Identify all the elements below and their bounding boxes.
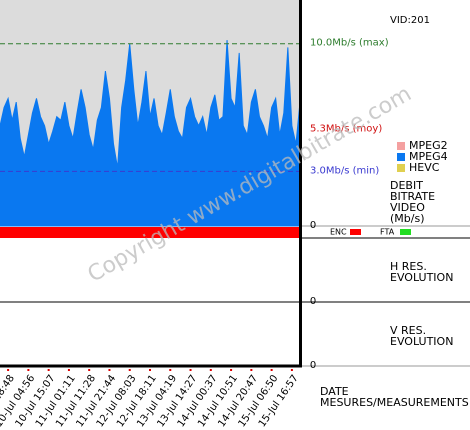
x-tick-mark bbox=[7, 369, 10, 371]
x-tick-mark bbox=[250, 369, 253, 371]
panel-label: V RES. bbox=[390, 324, 426, 337]
y-axis-label: BITRATE bbox=[390, 190, 435, 203]
y-axis-label: DEBIT bbox=[390, 179, 423, 192]
x-tick-mark bbox=[270, 369, 273, 371]
x-tick-mark bbox=[88, 369, 91, 371]
reference-label: 10.0Mb/s (max) bbox=[310, 38, 389, 49]
y-tick-label: 0 bbox=[310, 220, 316, 231]
y-axis-label: VIDEO bbox=[390, 201, 425, 214]
x-tick-mark bbox=[189, 369, 192, 371]
x-tick-mark bbox=[67, 369, 70, 371]
reference-label: 5.3Mb/s (moy) bbox=[310, 123, 382, 134]
y-tick-label: 0 bbox=[310, 360, 316, 371]
panel-label: EVOLUTION bbox=[390, 271, 453, 284]
status-swatch bbox=[400, 229, 411, 235]
legend-label: HEVC bbox=[409, 161, 440, 174]
x-tick-mark bbox=[209, 369, 212, 371]
x-axis-label: MESURES/MEASUREMENTS bbox=[320, 396, 469, 409]
status-label: ENC bbox=[330, 228, 347, 237]
x-tick-mark bbox=[128, 369, 131, 371]
x-tick-mark bbox=[169, 369, 172, 371]
legend-label: MPEG4 bbox=[409, 150, 448, 163]
y-tick-label: 0 bbox=[310, 296, 316, 307]
panel-label: EVOLUTION bbox=[390, 335, 453, 348]
chart-title: VID:201 bbox=[390, 15, 430, 26]
x-tick-mark bbox=[108, 369, 111, 371]
x-tick-mark bbox=[230, 369, 233, 371]
legend-swatch bbox=[397, 153, 405, 161]
legend-swatch bbox=[397, 142, 405, 150]
status-swatch bbox=[350, 229, 361, 235]
panel-label: H RES. bbox=[390, 260, 427, 273]
x-tick-mark bbox=[27, 369, 30, 371]
y-axis-label: (Mb/s) bbox=[390, 212, 425, 225]
bitrate-area bbox=[0, 40, 301, 227]
reference-label: 3.0Mb/s (min) bbox=[310, 165, 379, 176]
x-tick-mark bbox=[149, 369, 151, 371]
legend-swatch bbox=[397, 164, 405, 172]
status-label: FTA bbox=[380, 228, 395, 237]
x-tick-mark bbox=[290, 369, 293, 371]
x-tick-mark bbox=[47, 369, 50, 371]
legend-label: MPEG2 bbox=[409, 139, 448, 152]
status-band bbox=[0, 227, 300, 238]
x-axis-label: DATE bbox=[320, 385, 349, 398]
